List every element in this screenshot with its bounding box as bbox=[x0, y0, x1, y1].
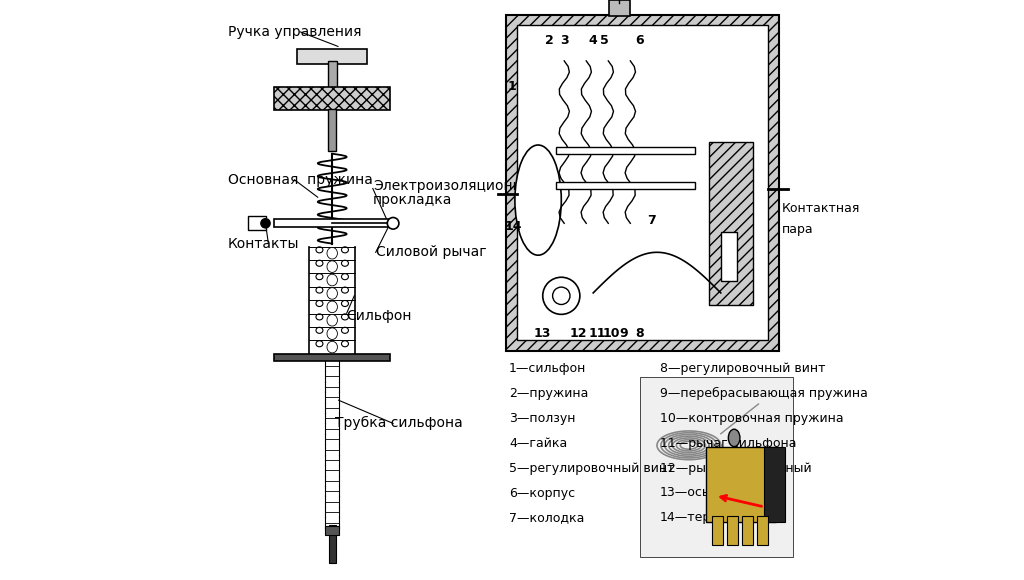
Bar bbox=[248, 216, 265, 230]
Bar bbox=[555, 147, 694, 154]
Text: Сильфон: Сильфон bbox=[347, 309, 413, 323]
Bar bbox=[297, 49, 367, 64]
Text: 1—сильфон: 1—сильфон bbox=[509, 362, 587, 375]
Bar bbox=[517, 25, 768, 340]
Text: Ручка управления: Ручка управления bbox=[227, 25, 361, 39]
Ellipse shape bbox=[316, 260, 323, 266]
Ellipse shape bbox=[316, 340, 323, 347]
Bar bbox=[742, 516, 753, 545]
Text: 13: 13 bbox=[535, 327, 552, 340]
Text: 14: 14 bbox=[505, 220, 522, 233]
Ellipse shape bbox=[327, 301, 338, 313]
Text: Силовой рычаг: Силовой рычаг bbox=[376, 245, 486, 259]
Bar bbox=[609, 0, 630, 16]
Ellipse shape bbox=[341, 314, 348, 320]
Ellipse shape bbox=[316, 287, 323, 293]
Text: 7: 7 bbox=[647, 214, 655, 227]
Text: 10—контровочная пружина: 10—контровочная пружина bbox=[659, 412, 844, 425]
Bar bbox=[329, 525, 336, 563]
Ellipse shape bbox=[327, 261, 338, 273]
Text: 1: 1 bbox=[508, 81, 516, 93]
Bar bbox=[328, 61, 337, 93]
Ellipse shape bbox=[316, 247, 323, 253]
Text: 12: 12 bbox=[570, 327, 588, 340]
Ellipse shape bbox=[341, 274, 348, 280]
Text: 13—ось: 13—ось bbox=[659, 487, 711, 499]
Text: 10: 10 bbox=[603, 327, 621, 340]
Text: 11: 11 bbox=[589, 327, 606, 340]
Bar bbox=[506, 14, 779, 351]
Bar bbox=[712, 516, 723, 545]
Bar bbox=[707, 447, 776, 522]
Text: 4: 4 bbox=[589, 34, 598, 47]
Text: 12—рычаг контактный: 12—рычаг контактный bbox=[659, 462, 812, 474]
Text: 2—пружина: 2—пружина bbox=[509, 387, 589, 400]
Ellipse shape bbox=[341, 300, 348, 306]
Bar bbox=[328, 109, 336, 151]
Text: пара: пара bbox=[781, 223, 813, 235]
Ellipse shape bbox=[327, 341, 338, 353]
Text: Трубка сильфона: Трубка сильфона bbox=[335, 416, 463, 430]
Ellipse shape bbox=[327, 328, 338, 339]
Bar bbox=[721, 232, 737, 281]
Text: Контактная: Контактная bbox=[781, 202, 860, 215]
Ellipse shape bbox=[515, 145, 561, 255]
Bar bbox=[555, 182, 694, 188]
Text: прокладка: прокладка bbox=[373, 193, 453, 207]
Bar bbox=[274, 87, 390, 110]
Bar bbox=[710, 142, 753, 304]
Ellipse shape bbox=[316, 274, 323, 280]
Ellipse shape bbox=[316, 314, 323, 320]
Ellipse shape bbox=[327, 274, 338, 286]
Text: 9: 9 bbox=[620, 327, 629, 340]
Text: 6: 6 bbox=[635, 34, 644, 47]
Ellipse shape bbox=[327, 288, 338, 299]
Ellipse shape bbox=[553, 287, 570, 305]
Ellipse shape bbox=[728, 429, 740, 447]
Ellipse shape bbox=[341, 340, 348, 347]
Text: 6—корпус: 6—корпус bbox=[509, 487, 575, 499]
Text: 2: 2 bbox=[546, 34, 554, 47]
Text: 8: 8 bbox=[635, 327, 644, 340]
Ellipse shape bbox=[341, 260, 348, 266]
Bar bbox=[640, 377, 794, 557]
Ellipse shape bbox=[327, 314, 338, 326]
Text: 7—колодка: 7—колодка bbox=[509, 512, 585, 524]
Ellipse shape bbox=[327, 248, 338, 259]
Bar bbox=[727, 516, 737, 545]
Ellipse shape bbox=[316, 327, 323, 333]
Ellipse shape bbox=[341, 327, 348, 333]
Text: Электроизоляционная: Электроизоляционная bbox=[373, 179, 539, 193]
Ellipse shape bbox=[387, 218, 399, 229]
Text: Контакты: Контакты bbox=[227, 237, 299, 251]
Text: 3—ползун: 3—ползун bbox=[509, 412, 575, 425]
Bar bbox=[764, 447, 784, 522]
Text: 4—гайка: 4—гайка bbox=[509, 437, 567, 450]
Ellipse shape bbox=[341, 247, 348, 253]
Ellipse shape bbox=[341, 287, 348, 293]
Bar bbox=[326, 526, 339, 535]
Text: 5: 5 bbox=[600, 34, 609, 47]
Bar bbox=[758, 516, 768, 545]
Bar bbox=[274, 354, 390, 361]
Text: 8—регулировочный винт: 8—регулировочный винт bbox=[659, 362, 825, 375]
Text: 5—регулировочный винт: 5—регулировочный винт bbox=[509, 462, 675, 474]
Ellipse shape bbox=[543, 277, 580, 314]
Text: 9—перебрасывающая пружина: 9—перебрасывающая пружина bbox=[659, 387, 867, 400]
Text: 3: 3 bbox=[560, 34, 568, 47]
Text: 11—рычаг сильфона: 11—рычаг сильфона bbox=[659, 437, 797, 450]
Ellipse shape bbox=[261, 219, 270, 228]
Text: Основная  пружина: Основная пружина bbox=[227, 173, 373, 187]
Ellipse shape bbox=[316, 300, 323, 306]
Text: 14—термотрубка: 14—термотрубка bbox=[659, 512, 774, 524]
Bar bbox=[274, 219, 390, 227]
